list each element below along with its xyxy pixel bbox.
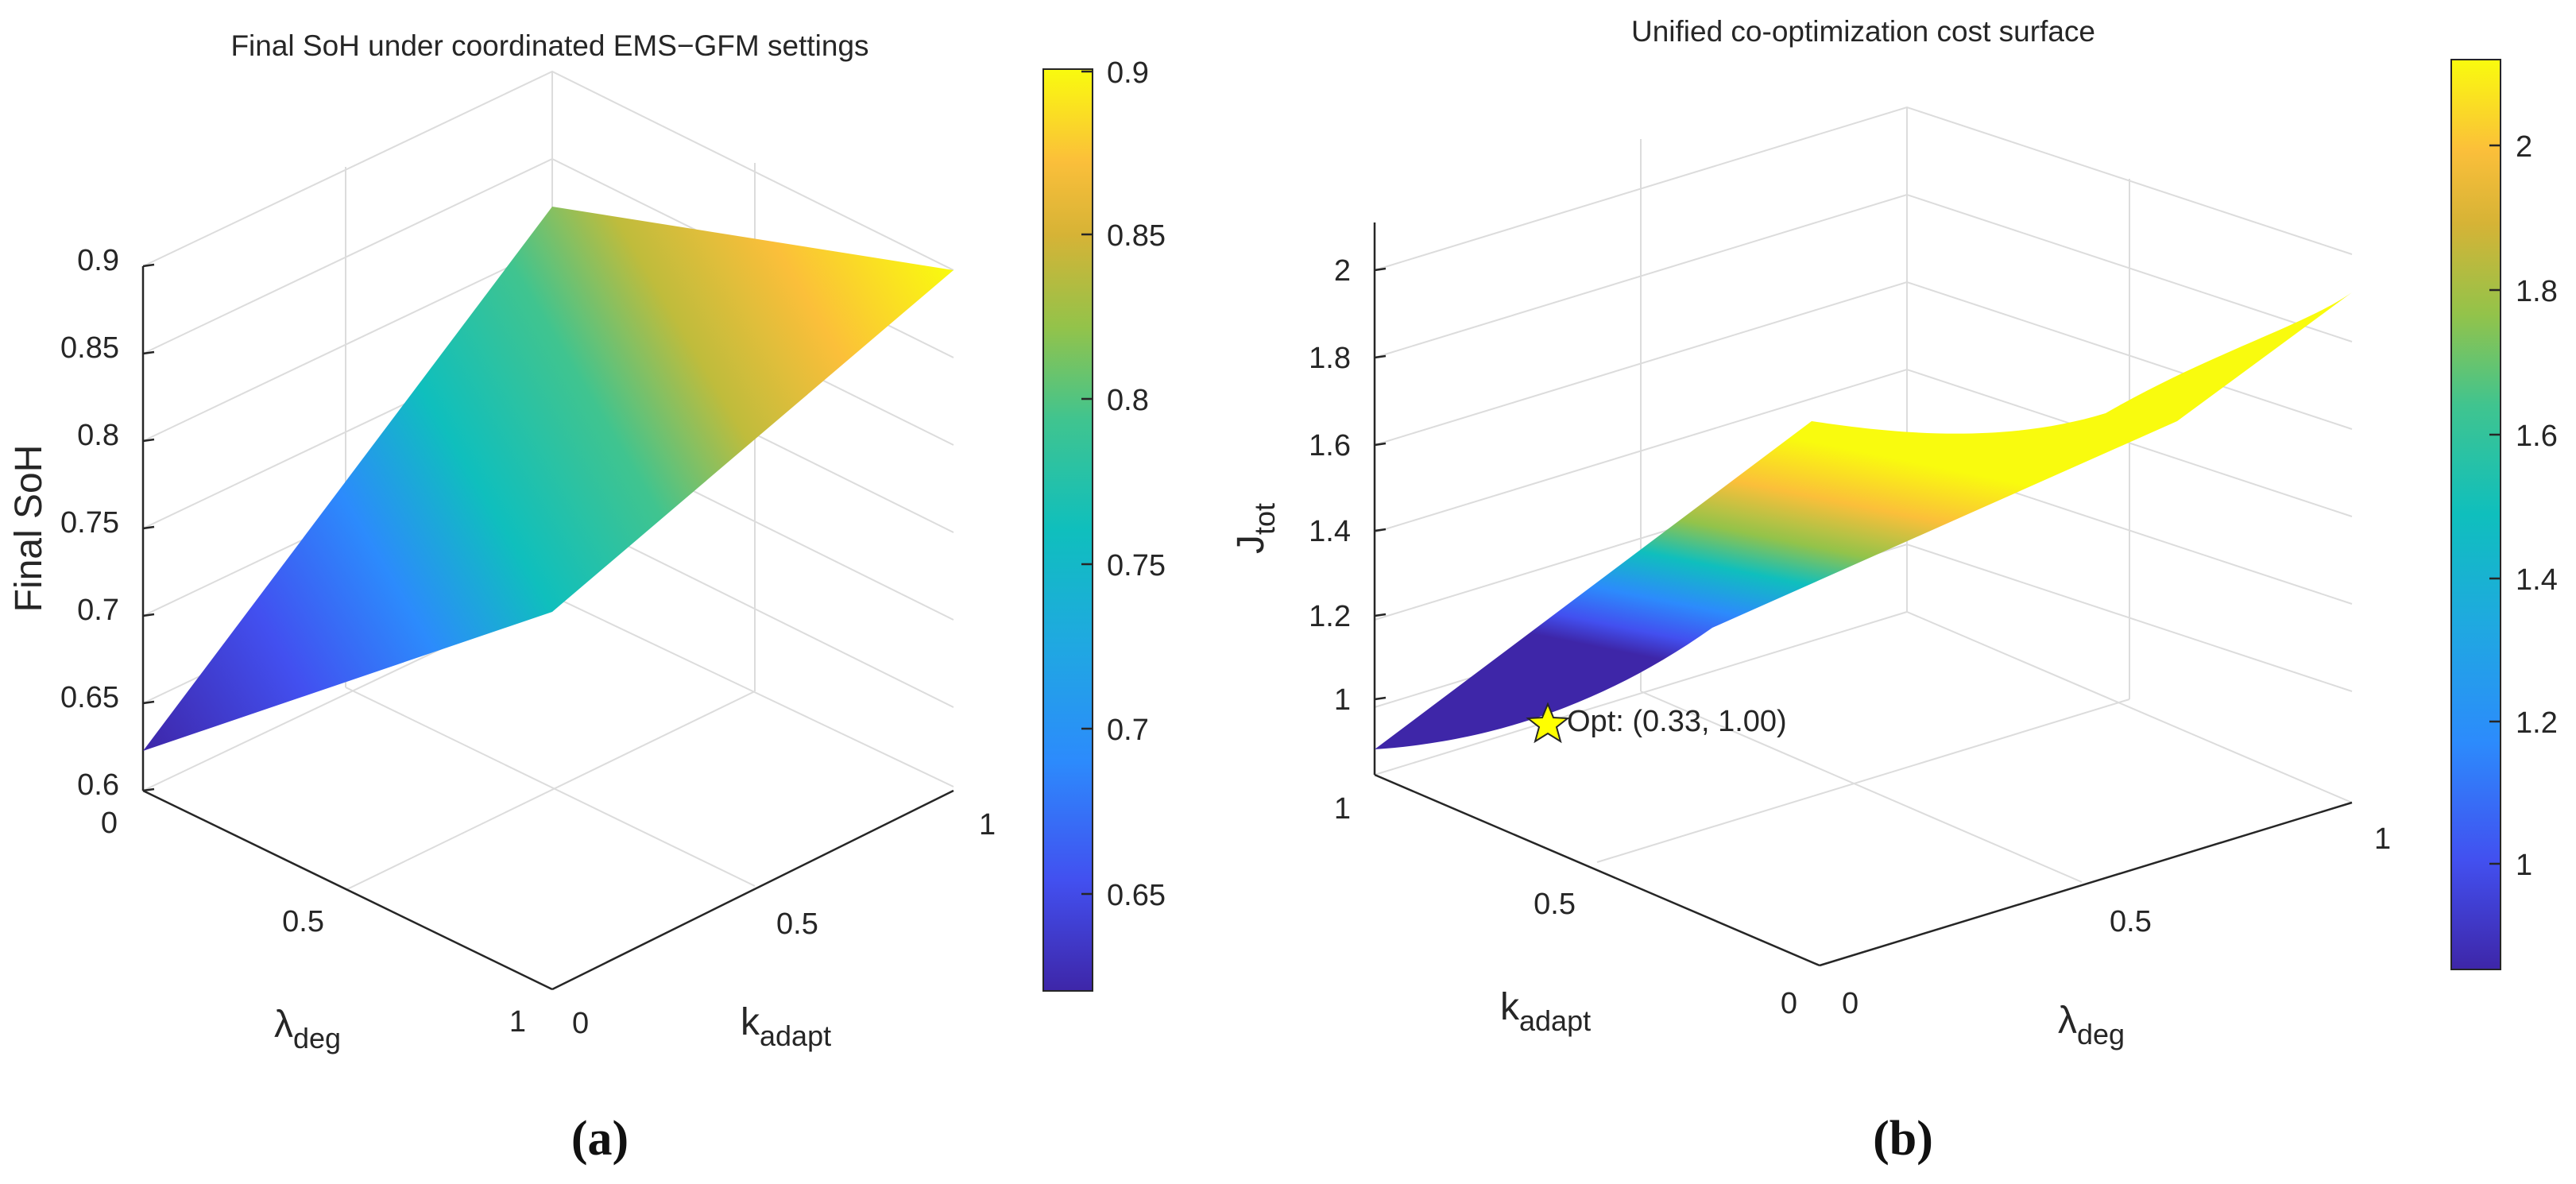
panel-b-colorbar-tick-label: 1.2 [2516, 706, 2558, 740]
panel-b-colorbar-ticks [2489, 144, 2501, 865]
panel-a-x-tick-label: 1 [979, 808, 996, 842]
panel-a-z-ticks [142, 263, 155, 792]
panel-a-y-tick-label: 0.5 [282, 905, 324, 938]
panel-b-z-ticks [1374, 267, 1387, 701]
panel-a-colorbar [1042, 68, 1093, 992]
panel-b: Unified co-optimization cost surface [1230, 15, 2558, 1166]
panel-b-y-tick-label: 0 [1781, 987, 1797, 1020]
panel-b-x-tick-label: 1 [2374, 822, 2391, 856]
panel-a-y-tick-label: 0 [101, 807, 118, 840]
panel-a-z-tick-label: 0.75 [60, 506, 119, 540]
panel-a-x-axis-label: kadapt [741, 1001, 831, 1052]
panel-b-z-tick-label: 2 [1334, 254, 1351, 288]
panel-a-y-tick-label: 1 [509, 1005, 526, 1039]
panel-b-x-axis-label: λdeg [2058, 1000, 2125, 1051]
panel-b-label: (b) [1873, 1112, 1933, 1166]
panel-b-title: Unified co-optimization cost surface [1631, 15, 2095, 48]
panel-a-x-tick-label: 0.5 [776, 907, 818, 941]
panel-a-surface [143, 207, 953, 751]
panel-a-z-tick-label: 0.7 [77, 594, 119, 627]
panel-a-z-tick-label: 0.65 [60, 681, 119, 714]
panel-a-colorbar-tick-label: 0.75 [1107, 549, 1166, 582]
panel-a: Final SoH under coordinated EMS−GFM sett… [8, 29, 1166, 1166]
panel-b-colorbar-tick-label: 1 [2516, 849, 2532, 882]
panel-b-colorbar-tick-label: 1.4 [2516, 563, 2558, 597]
panel-b-y-axis-label: kadapt [1500, 986, 1591, 1037]
panel-b-x-tick-label: 0 [1842, 987, 1859, 1020]
panel-a-z-tick-label: 0.9 [77, 244, 119, 277]
panel-a-colorbar-tick-label: 0.65 [1107, 879, 1166, 912]
panel-b-axes [1373, 222, 2353, 967]
panel-a-colorbar-ticks [1081, 70, 1093, 896]
panel-b-z-tick-label: 1.4 [1309, 515, 1351, 548]
panel-a-colorbar-tick-label: 0.9 [1107, 56, 1149, 90]
panel-a-z-tick-label: 0.85 [60, 331, 119, 365]
panel-a-label: (a) [571, 1112, 629, 1166]
panel-b-colorbar-tick-label: 1.8 [2516, 275, 2558, 308]
panel-a-y-axis-label: λdeg [274, 1004, 341, 1054]
panel-b-z-tick-label: 1.8 [1309, 342, 1351, 375]
panel-b-z-axis-label: Jtot [1230, 503, 1281, 554]
optimum-star-marker [1526, 702, 1570, 744]
panel-a-z-tick-label: 0.8 [77, 419, 119, 452]
panel-a-title: Final SoH under coordinated EMS−GFM sett… [230, 29, 868, 62]
panel-b-z-tick-label: 1.6 [1309, 429, 1351, 462]
panel-b-surface [1375, 292, 2352, 749]
optimum-annotation: Opt: (0.33, 1.00) [1567, 705, 1787, 738]
panel-b-colorbar-tick-label: 1.6 [2516, 420, 2558, 453]
panel-b-colorbar [2450, 59, 2501, 970]
panel-b-x-tick-label: 0.5 [2110, 905, 2152, 938]
panel-a-colorbar-tick-label: 0.7 [1107, 714, 1149, 747]
panel-a-z-axis-label: Final SoH [8, 445, 50, 613]
panel-a-colorbar-tick-label: 0.8 [1107, 384, 1149, 417]
panel-b-y-tick-label: 1 [1334, 792, 1351, 826]
panel-a-z-tick-label: 0.6 [77, 768, 119, 802]
panel-b-colorbar-tick-label: 2 [2516, 130, 2532, 164]
panel-b-z-tick-label: 1 [1334, 683, 1351, 717]
panel-b-y-tick-label: 0.5 [1534, 888, 1576, 921]
panel-a-x-tick-label: 0 [572, 1007, 589, 1040]
panel-b-z-tick-label: 1.2 [1309, 600, 1351, 633]
panel-a-colorbar-tick-label: 0.85 [1107, 219, 1166, 253]
